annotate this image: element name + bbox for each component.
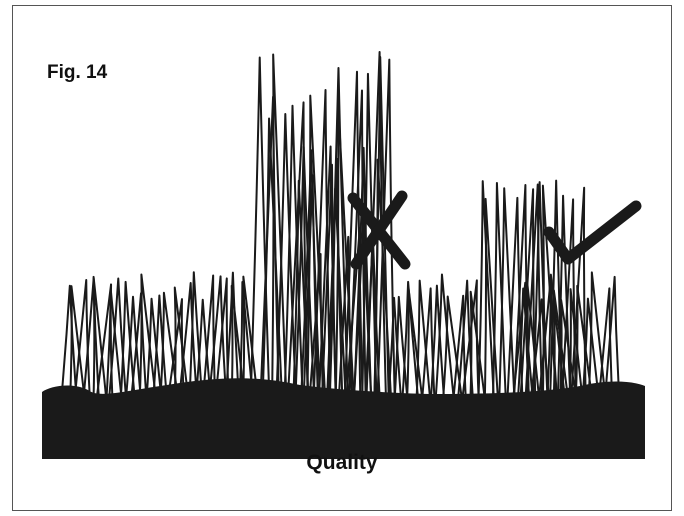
- grass-blade: [242, 275, 259, 398]
- grass-blade: [373, 158, 392, 397]
- grass-blade: [361, 72, 378, 398]
- grass-blade: [292, 179, 310, 396]
- grass-blade: [105, 289, 123, 396]
- grass-blade: [119, 280, 136, 396]
- grass-blades: [60, 50, 621, 400]
- grass-blade: [492, 181, 507, 396]
- grass-blade: [321, 163, 337, 398]
- grass-blade: [238, 280, 254, 397]
- grass-blade: [387, 296, 403, 399]
- grass-blade: [125, 295, 142, 397]
- grass-blade: [376, 58, 396, 399]
- grass-blade: [194, 298, 212, 399]
- grass-blade: [152, 294, 168, 397]
- figure-label: Fig. 14: [47, 62, 108, 83]
- grass-blade: [201, 274, 217, 399]
- grass-blade: [60, 284, 78, 396]
- figure-caption: Quality: [306, 451, 378, 474]
- grass-blade: [178, 282, 198, 399]
- grass-blade: [532, 181, 549, 399]
- grass-blade: [452, 294, 467, 398]
- grass-blade: [604, 275, 621, 397]
- grass-blade: [294, 145, 316, 398]
- grass-blade: [69, 285, 86, 399]
- grass-blade: [415, 279, 431, 398]
- cross-icon: [347, 190, 411, 270]
- check-icon: [543, 200, 642, 265]
- grass-blade: [224, 271, 240, 399]
- grass-blade: [401, 280, 420, 400]
- grass-blade: [581, 297, 600, 399]
- grass-blade: [477, 180, 495, 398]
- grass-blade: [597, 287, 614, 399]
- grass-blade: [73, 278, 91, 398]
- grass-blade: [138, 273, 157, 397]
- grass-blade: [92, 275, 108, 399]
- grass-blade: [173, 286, 190, 397]
- grass-blade: [145, 297, 163, 397]
- grass-blade: [261, 117, 283, 397]
- grass-blade: [552, 289, 569, 396]
- grass-blade: [345, 226, 362, 398]
- soil-ground: [42, 378, 645, 459]
- grass-blade: [530, 298, 550, 397]
- grass-blade: [430, 284, 445, 396]
- grass-blade: [524, 183, 543, 398]
- grass-blade: [519, 188, 537, 396]
- grass-blade: [574, 284, 593, 398]
- grass-blade: [271, 53, 288, 396]
- grass-blade: [461, 279, 480, 398]
- grass-blade: [308, 253, 324, 397]
- grass-blade: [517, 287, 534, 398]
- grass-blade: [208, 275, 228, 398]
- grass-blade: [568, 288, 584, 397]
- grass-blade: [587, 271, 607, 397]
- grass-blade: [434, 273, 455, 397]
